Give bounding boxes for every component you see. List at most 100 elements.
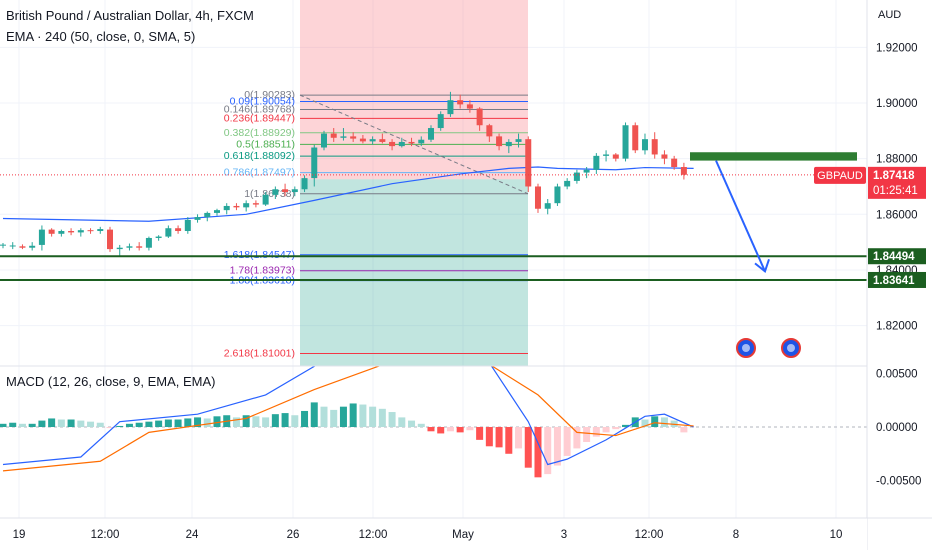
take-profit-zone	[300, 179, 528, 366]
time-axis-tick: 26	[287, 529, 300, 541]
sell-zone-rect	[690, 152, 857, 161]
forecast-arrow-line	[715, 160, 766, 272]
price-axis-tick: 1.86000	[876, 209, 918, 221]
macd-histogram-bar	[18, 423, 26, 428]
macd-axis-tick: 0.00000	[876, 422, 918, 434]
candle-down	[671, 158, 678, 167]
macd-histogram-bar	[106, 427, 114, 429]
candle-down	[651, 139, 658, 155]
macd-histogram-bar	[651, 416, 659, 428]
candle-up	[116, 247, 123, 250]
macd-histogram-bar	[271, 414, 279, 428]
macd-histogram-bar	[563, 427, 571, 456]
macd-histogram-bar	[164, 419, 172, 428]
macd-histogram-bar	[184, 418, 192, 428]
macd-histogram-bar	[349, 403, 357, 428]
candle-down	[680, 166, 687, 175]
macd-histogram-bar	[87, 421, 95, 428]
time-axis-tick: 12:00	[91, 529, 120, 541]
macd-histogram-bar	[592, 427, 600, 437]
macd-histogram-bar	[116, 425, 124, 428]
candle-up	[554, 186, 561, 204]
price-axis-tick: 1.90000	[876, 98, 918, 110]
macd-histogram-bar	[320, 406, 328, 428]
macd-histogram-bar	[680, 427, 688, 433]
candle-down	[408, 141, 415, 144]
macd-indicator-label[interactable]: MACD (12, 26, close, 9, EMA, EMA)	[6, 374, 216, 389]
macd-histogram-bar	[369, 406, 377, 428]
ema-indicator-label[interactable]: EMA · 240 (50, close, 0, SMA, 5)	[6, 29, 196, 44]
fib-level-label: 0(1.90283)	[244, 89, 295, 101]
macd-histogram-bar	[641, 419, 649, 428]
candle-up	[573, 172, 580, 181]
candle-up	[58, 231, 65, 234]
fib-level-label: 1.78(1.83973)	[230, 265, 295, 277]
candle-up	[622, 125, 629, 159]
candle-up	[204, 212, 211, 218]
ema-240-line	[2, 166, 694, 222]
price-axis-tick: 1.88000	[876, 154, 918, 166]
macd-histogram-bar	[77, 420, 85, 428]
candle-up	[9, 245, 16, 247]
macd-histogram-bar	[330, 409, 338, 428]
macd-histogram-bar	[203, 418, 211, 428]
candle-up	[38, 229, 45, 245]
candle-down	[661, 154, 668, 159]
last-price-tag	[868, 166, 926, 199]
macd-histogram-bar	[612, 427, 620, 430]
candle-down	[252, 203, 259, 205]
time-axis-tick: May	[452, 529, 474, 541]
macd-histogram-bar	[57, 419, 65, 428]
macd-histogram-bar	[174, 419, 182, 428]
candle-up	[126, 246, 133, 248]
candle-up	[272, 189, 279, 195]
candle-down	[525, 139, 532, 187]
candle-up	[213, 210, 220, 213]
time-axis-tick: 8	[733, 529, 739, 541]
candle-up	[301, 178, 308, 190]
price-axis-tick: 1.92000	[876, 42, 918, 54]
macd-histogram-bar	[359, 404, 367, 428]
macd-histogram-bar	[660, 417, 668, 428]
candle-up	[641, 139, 648, 151]
candle-up	[398, 141, 405, 147]
candle-up	[447, 100, 454, 115]
macd-axis-tick: -0.00500	[876, 476, 921, 488]
symbol-tag	[814, 166, 866, 184]
last-price-text: 1.87418	[873, 170, 915, 182]
candle-up	[145, 237, 152, 248]
macd-signal-line	[2, 366, 694, 472]
price-axis-tick: 1.82000	[876, 321, 918, 333]
macd-histogram-bar	[262, 417, 270, 428]
macd-histogram-bar	[466, 427, 474, 431]
level-price-tag	[868, 248, 926, 265]
economic-event-icon-dot	[742, 344, 750, 352]
macd-histogram-bar	[96, 422, 104, 428]
candle-down	[457, 100, 464, 105]
macd-histogram-bar	[553, 427, 561, 466]
fib-level-label: 0.618(1.88092)	[224, 150, 295, 162]
candle-up	[184, 219, 191, 232]
candle-down	[330, 133, 337, 138]
candle-up	[223, 205, 230, 211]
macd-histogram-bar	[515, 427, 523, 449]
candle-up	[155, 236, 162, 238]
macd-axis-tick: 0.00500	[876, 368, 918, 380]
candle-up	[291, 189, 298, 193]
candle-down	[612, 154, 619, 159]
symbol-tag-text: GBPAUD	[817, 170, 863, 182]
macd-histogram-bar	[398, 417, 406, 428]
candle-down	[282, 189, 289, 193]
macd-histogram-bar	[495, 427, 503, 448]
candle-down	[534, 186, 541, 209]
macd-histogram-bar	[437, 427, 445, 434]
fib-level-label: 0.786(1.87497)	[224, 167, 295, 179]
fib-level-label: 0.236(1.89447)	[224, 112, 295, 124]
candle-up	[320, 133, 327, 148]
macd-histogram-bar	[524, 427, 532, 468]
macd-histogram-bar	[485, 427, 493, 447]
macd-histogram-bar	[232, 417, 240, 428]
fib-level-label: 0.146(1.89768)	[224, 103, 295, 115]
